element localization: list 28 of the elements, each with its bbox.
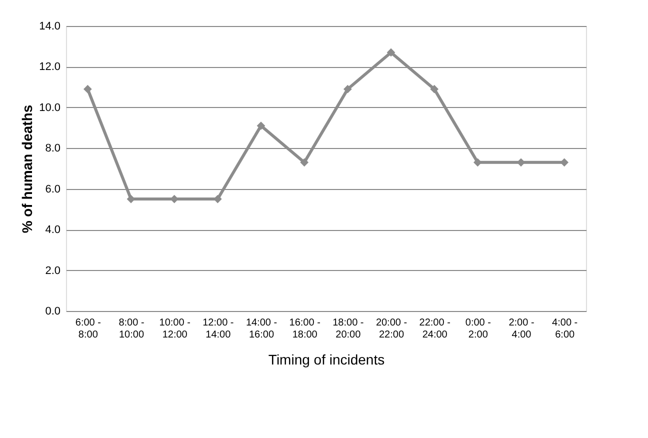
point xyxy=(300,158,309,167)
y-tick-label: 10.0 xyxy=(39,102,60,114)
point xyxy=(256,122,266,130)
point xyxy=(386,48,396,57)
x-tick-label: 0:00 - 2:00 xyxy=(465,318,491,340)
y-tick-label: 12.0 xyxy=(39,61,60,74)
x-tick-label: 10:00 - 12:00 xyxy=(159,318,190,340)
x-tick-label: 6:00 - 8:00 xyxy=(75,318,101,340)
y-tick-label: 0.0 xyxy=(45,306,60,318)
y-axis-title: % of human deaths xyxy=(19,104,36,234)
y-tick-label: 6.0 xyxy=(45,183,60,196)
point xyxy=(343,84,352,94)
x-tick-label: 16:00 - 18:00 xyxy=(289,318,320,340)
x-tick-label: 14:00 - 16:00 xyxy=(246,318,278,340)
y-tick-label: 2.0 xyxy=(45,264,60,277)
y-tick-label: 4.0 xyxy=(45,224,60,236)
point xyxy=(83,84,92,94)
x-tick-label: 2:00 - 4:00 xyxy=(508,318,534,340)
x-tick-label: 22:00 - 24:00 xyxy=(419,318,450,340)
point xyxy=(430,84,439,94)
x-axis-title: Timing of incidents xyxy=(268,352,385,368)
y-tick-label: 14.0 xyxy=(39,20,60,32)
y-tick-label: 8.0 xyxy=(45,142,60,155)
x-tick-label: 20:00 - 22:00 xyxy=(376,318,408,340)
x-tick-label: 8:00 - 10:00 xyxy=(118,318,144,340)
x-tick-label: 18:00 - 20:00 xyxy=(332,318,364,340)
x-tick-label: 12:00 - 14:00 xyxy=(202,318,234,340)
x-tick-label: 4:00 - 6:00 xyxy=(552,318,578,340)
